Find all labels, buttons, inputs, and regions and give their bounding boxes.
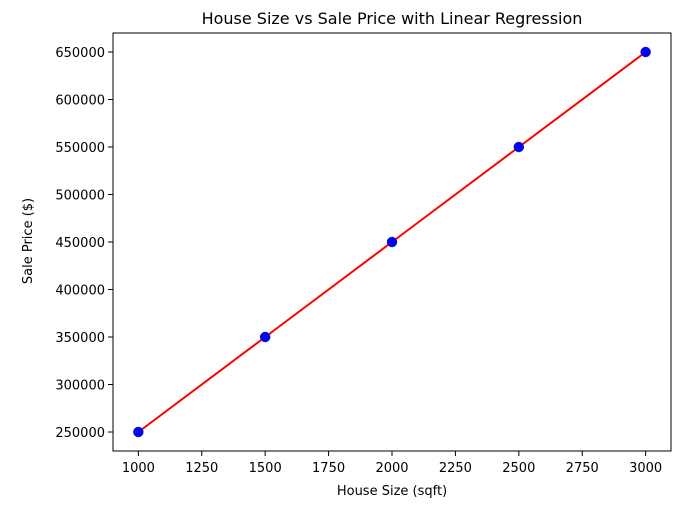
x-tick-label: 2250 xyxy=(439,461,472,476)
y-axis-label: Sale Price ($) xyxy=(21,198,36,284)
y-tick-label: 500000 xyxy=(55,189,105,204)
x-tick-label: 1500 xyxy=(249,461,282,476)
x-tick-label: 2000 xyxy=(375,461,408,476)
x-axis-label: House Size (sqft) xyxy=(337,484,447,499)
y-tick-label: 300000 xyxy=(55,379,105,394)
y-tick-label: 400000 xyxy=(55,284,105,299)
x-tick-label: 1000 xyxy=(122,461,155,476)
data-point xyxy=(133,426,144,438)
y-tick-label: 350000 xyxy=(55,331,105,346)
y-tick-label: 250000 xyxy=(55,426,105,441)
plot-area: 1000 1250 1500 1750 2000 2250 2500 2750 3000 2500… xyxy=(55,32,672,476)
data-point xyxy=(386,236,398,248)
chart-title: House Size vs Sale Price with Linear Reg… xyxy=(202,9,583,28)
y-tick-label: 650000 xyxy=(55,46,105,61)
x-tick-label: 2750 xyxy=(566,461,599,476)
x-tick-label: 2500 xyxy=(502,461,535,476)
y-tick-label: 600000 xyxy=(55,94,105,109)
data-point xyxy=(513,141,525,153)
x-tick-label: 3000 xyxy=(629,461,662,476)
x-tick-label: 1250 xyxy=(185,461,218,476)
y-tick-label: 550000 xyxy=(55,141,105,156)
x-tick-label: 1750 xyxy=(312,461,345,476)
data-point xyxy=(259,331,271,343)
data-point xyxy=(640,46,651,58)
y-tick-label: 450000 xyxy=(55,236,105,251)
